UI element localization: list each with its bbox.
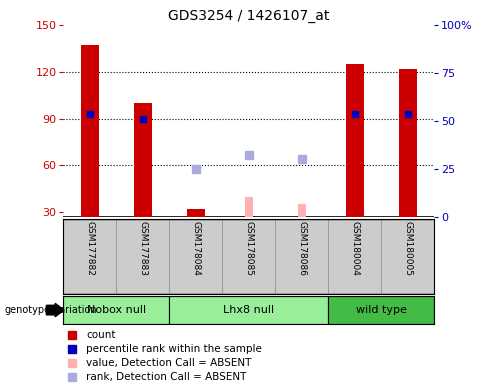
Text: GSM178084: GSM178084 [191, 221, 201, 276]
Bar [328, 296, 434, 324]
Text: GSM180004: GSM180004 [350, 221, 359, 276]
Bar [346, 64, 364, 217]
Bar [81, 45, 99, 217]
Text: Nobox null: Nobox null [87, 305, 146, 315]
Text: GSM177883: GSM177883 [139, 221, 147, 276]
Bar [298, 204, 306, 217]
Text: rank, Detection Call = ABSENT: rank, Detection Call = ABSENT [86, 372, 246, 382]
Text: GSM178085: GSM178085 [244, 221, 253, 276]
Bar [169, 296, 328, 324]
Text: value, Detection Call = ABSENT: value, Detection Call = ABSENT [86, 358, 252, 368]
Text: count: count [86, 330, 116, 340]
Text: GSM177882: GSM177882 [85, 221, 95, 276]
Text: percentile rank within the sample: percentile rank within the sample [86, 344, 262, 354]
Text: GSM178086: GSM178086 [297, 221, 306, 276]
Bar [399, 69, 417, 217]
Text: wild type: wild type [356, 305, 407, 315]
Text: Lhx8 null: Lhx8 null [224, 305, 274, 315]
Title: GDS3254 / 1426107_at: GDS3254 / 1426107_at [168, 8, 329, 23]
Text: GSM180005: GSM180005 [403, 221, 412, 276]
Bar [63, 296, 169, 324]
Bar [134, 103, 152, 217]
Bar [186, 209, 205, 217]
Bar [245, 197, 253, 217]
Text: genotype/variation: genotype/variation [5, 305, 98, 315]
